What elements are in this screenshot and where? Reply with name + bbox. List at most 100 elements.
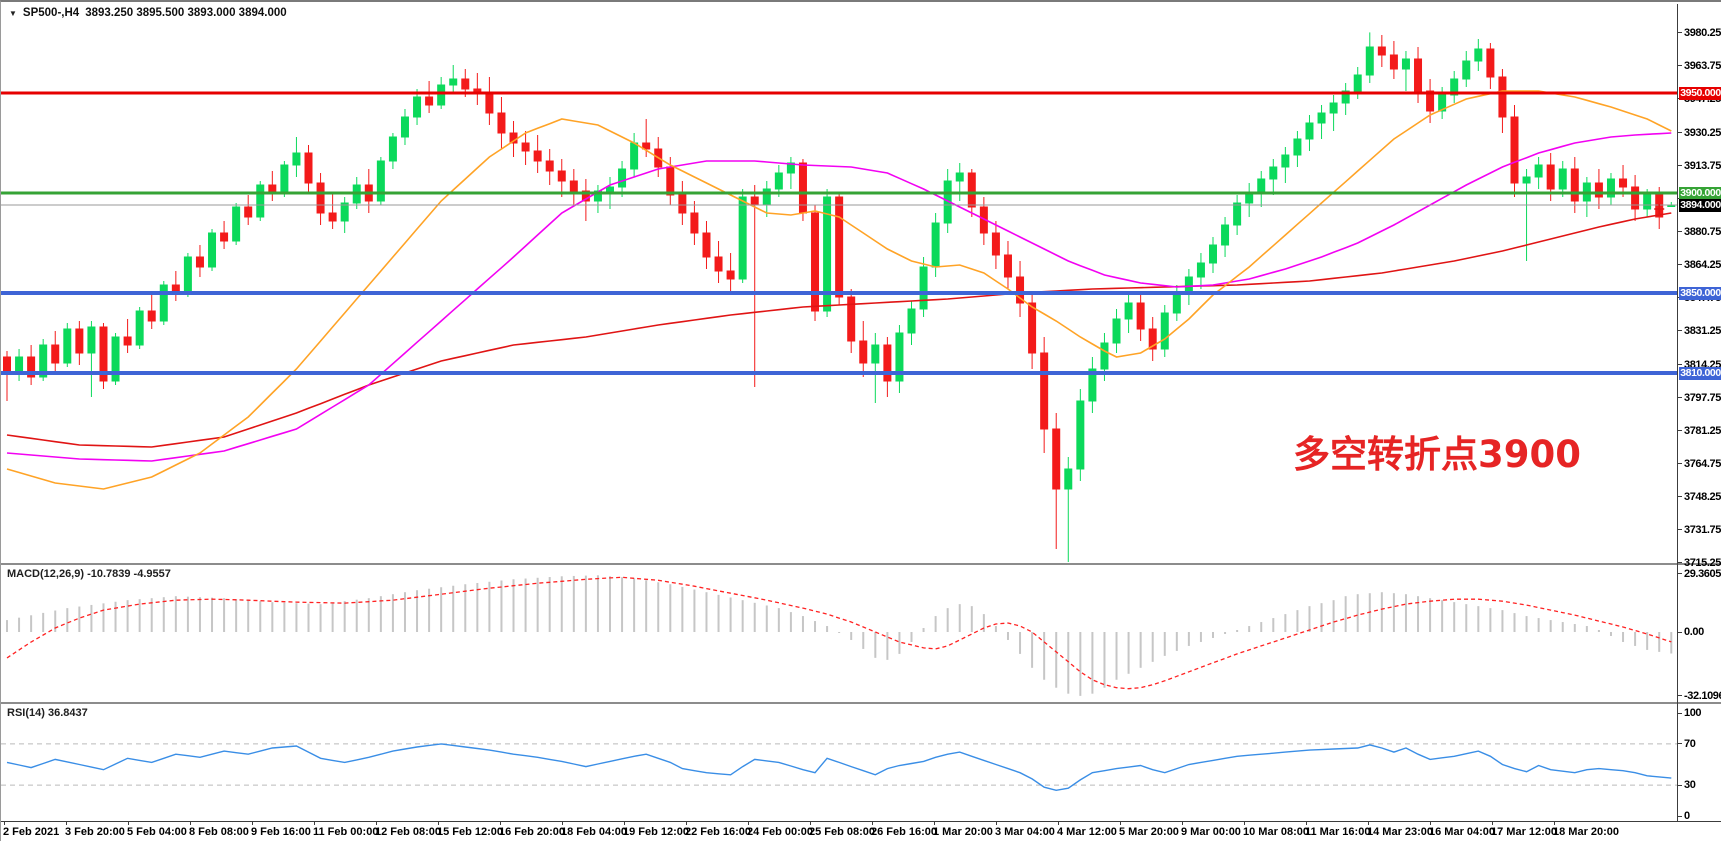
candle-body <box>195 256 204 268</box>
time-tick-mark <box>252 821 253 825</box>
candle-body <box>280 164 289 194</box>
symbol-dropdown-icon[interactable]: ▼ <box>9 8 17 18</box>
candle-body <box>955 172 964 182</box>
time-axis-label: 17 Mar 12:00 <box>1491 826 1558 838</box>
time-axis-label: 15 Feb 12:00 <box>437 826 504 838</box>
candle-body <box>1233 202 1242 226</box>
candle-body <box>1124 302 1133 320</box>
candle-body <box>1112 318 1121 344</box>
candle-body <box>1028 302 1037 354</box>
panel-separator[interactable] <box>1 702 1721 704</box>
rsi-tick-mark <box>1677 815 1682 817</box>
candle-body <box>449 78 458 86</box>
candle-body <box>1317 112 1326 124</box>
candle-body <box>702 232 711 258</box>
time-tick-mark <box>500 821 501 825</box>
time-axis-label: 26 Feb 16:00 <box>871 826 938 838</box>
candle-body <box>835 196 844 298</box>
candle-body <box>1546 164 1555 190</box>
time-axis-label: 9 Feb 16:00 <box>251 826 311 838</box>
time-axis-label: 3 Mar 04:00 <box>995 826 1055 838</box>
time-tick-mark <box>1306 821 1307 825</box>
panel-separator[interactable] <box>1 563 1721 565</box>
annotation-text: 多空转折点3900 <box>1293 433 1581 476</box>
candle-body <box>27 356 36 378</box>
macd-tick-label: -32.1096 <box>1684 689 1721 702</box>
time-axis-label: 14 Mar 23:00 <box>1367 826 1434 838</box>
macd-panel[interactable] <box>1 565 1677 707</box>
time-tick-mark <box>1182 821 1183 825</box>
price-tick-label: 3913.750 <box>1684 159 1721 172</box>
candle-body <box>87 326 96 354</box>
macd-histogram <box>6 575 1673 696</box>
time-tick-mark <box>686 821 687 825</box>
candle-body <box>581 190 590 202</box>
price-tick-mark <box>1677 562 1682 563</box>
candle-body <box>1414 58 1423 92</box>
time-axis-label: 18 Feb 04:00 <box>561 826 628 838</box>
time-axis-line <box>1 821 1721 822</box>
rsi-tick-label: 30 <box>1684 779 1696 792</box>
price-tick-mark <box>1677 496 1682 497</box>
candle-body <box>750 196 759 206</box>
time-tick-mark <box>1430 821 1431 825</box>
ma-mid-line <box>6 132 1672 462</box>
price-tick-label: 3797.750 <box>1684 391 1721 404</box>
time-tick-mark <box>1554 821 1555 825</box>
candle-body <box>714 256 723 272</box>
rsi-tick-label: 100 <box>1684 707 1702 719</box>
time-tick-mark <box>872 821 873 825</box>
price-tick-mark <box>1677 529 1682 530</box>
candle-body <box>1221 224 1230 246</box>
price-tick-label: 3781.250 <box>1684 424 1721 437</box>
price-tick-mark <box>1677 364 1682 365</box>
candle-body <box>51 344 60 364</box>
candle-body <box>871 344 880 364</box>
candle-body <box>1003 254 1012 278</box>
macd-signal-line <box>6 576 1672 690</box>
rsi-chart <box>1 743 1677 792</box>
price-tick-label: 3715.250 <box>1684 556 1721 569</box>
candle-body <box>256 184 265 218</box>
price-tick-label: 3831.250 <box>1684 324 1721 337</box>
candle-body <box>3 356 11 374</box>
candle-body <box>1438 94 1447 112</box>
candle-body <box>147 310 156 322</box>
rsi-indicator-label: RSI(14) 36.8437 <box>7 707 88 719</box>
time-tick-mark <box>1492 821 1493 825</box>
rsi-tick-mark <box>1677 743 1682 745</box>
time-tick-mark <box>190 821 191 825</box>
candle-body <box>400 116 409 138</box>
time-tick-mark <box>1058 821 1059 825</box>
time-axis-label: 22 Feb 16:00 <box>685 826 752 838</box>
candle-body <box>123 336 132 346</box>
main-chart-panel[interactable] <box>1 4 1677 568</box>
candle-body <box>1498 76 1507 118</box>
candle-body <box>521 142 530 152</box>
time-axis-label: 5 Mar 20:00 <box>1119 826 1179 838</box>
rsi-panel[interactable] <box>1 704 1677 826</box>
price-tick-label: 3748.250 <box>1684 490 1721 503</box>
hline-price-badge: 3810.000 <box>1679 366 1721 380</box>
candle-body <box>1184 276 1193 294</box>
candle-body <box>1389 54 1398 70</box>
price-tick-mark <box>1677 231 1682 232</box>
candle-body <box>1305 122 1314 140</box>
candle-body <box>1426 90 1435 112</box>
time-tick-mark <box>996 821 997 825</box>
candle-body <box>545 160 554 172</box>
candle-body <box>1594 182 1603 198</box>
price-tick-mark <box>1677 264 1682 265</box>
time-axis-label: 18 Mar 20:00 <box>1553 826 1620 838</box>
price-tick-mark <box>1677 430 1682 431</box>
candle-body <box>99 326 108 382</box>
macd-tick-mark <box>1677 573 1682 575</box>
time-axis-label: 12 Feb 08:00 <box>375 826 442 838</box>
candle-body <box>847 296 856 342</box>
candle-body <box>376 160 385 202</box>
candle-body <box>593 190 602 202</box>
candle-body <box>1160 312 1169 350</box>
candle-body <box>895 332 904 382</box>
candle-body <box>340 202 349 222</box>
